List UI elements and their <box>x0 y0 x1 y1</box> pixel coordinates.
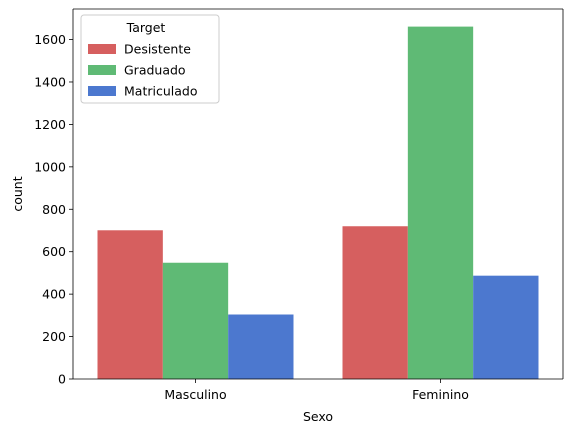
x-axis-title: Sexo <box>303 409 333 424</box>
legend-swatch-graduado <box>88 65 116 75</box>
bar-graduado-feminino <box>407 26 474 379</box>
y-tick-label: 1000 <box>34 159 66 174</box>
y-tick-label: 800 <box>42 202 66 217</box>
legend-label-matriculado: Matriculado <box>124 84 197 99</box>
bar-matriculado-feminino <box>473 275 539 379</box>
x-tick-label: Feminino <box>412 387 469 402</box>
axes-layer: 0 200 400 600 800 1000 1200 1400 1600 Masculino Fe… <box>10 8 564 424</box>
y-tick-label: 1600 <box>34 32 66 47</box>
bar-desistente-masculino <box>97 230 163 379</box>
legend-label-desistente: Desistente <box>124 42 191 57</box>
y-tick-label: 200 <box>42 329 66 344</box>
legend-label-graduado: Graduado <box>124 63 186 78</box>
legend-box <box>80 14 220 104</box>
bar-matriculado-masculino <box>228 314 294 379</box>
bars-layer <box>97 26 539 379</box>
bar-graduado-masculino <box>162 262 229 379</box>
bar-desistente-feminino <box>342 226 408 379</box>
x-tick-label: Masculino <box>164 387 226 402</box>
y-tick-label: 1400 <box>34 74 66 89</box>
legend-swatch-desistente <box>88 44 116 54</box>
y-tick-label: 600 <box>42 244 66 259</box>
y-tick-label: 1200 <box>34 117 66 132</box>
y-tick-label: 400 <box>42 287 66 302</box>
y-axis-title: count <box>10 176 25 211</box>
legend-title: Target <box>126 20 166 35</box>
y-tick-label: 0 <box>58 372 66 387</box>
legend: Target Desistente Graduado Matriculado <box>80 14 220 104</box>
legend-swatch-matriculado <box>88 86 116 96</box>
